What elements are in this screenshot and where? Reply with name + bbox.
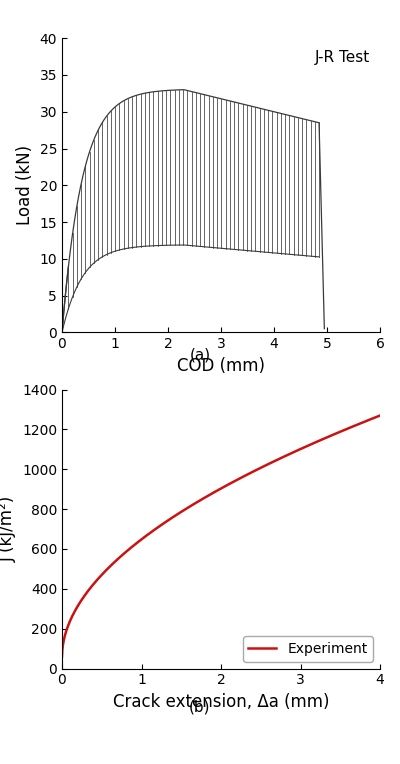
Text: J-R Test: J-R Test [315, 50, 370, 65]
Experiment [60, 652, 64, 661]
X-axis label: COD (mm): COD (mm) [177, 357, 265, 375]
Experiment [188, 501, 193, 510]
Experiment [378, 411, 382, 420]
X-axis label: Crack extension, Δa (mm): Crack extension, Δa (mm) [113, 693, 329, 711]
Experiment [92, 578, 97, 588]
Experiment [278, 454, 283, 463]
Text: (b): (b) [189, 699, 211, 714]
Experiment [200, 494, 204, 503]
Y-axis label: J (kJ/m²): J (kJ/m²) [0, 496, 16, 562]
Experiment [308, 440, 312, 449]
Legend: Experiment: Experiment [243, 636, 373, 662]
Line: Experiment: Experiment [62, 416, 380, 656]
Y-axis label: Load (kN): Load (kN) [16, 145, 34, 225]
Experiment [313, 438, 318, 447]
Text: (a): (a) [190, 348, 210, 363]
